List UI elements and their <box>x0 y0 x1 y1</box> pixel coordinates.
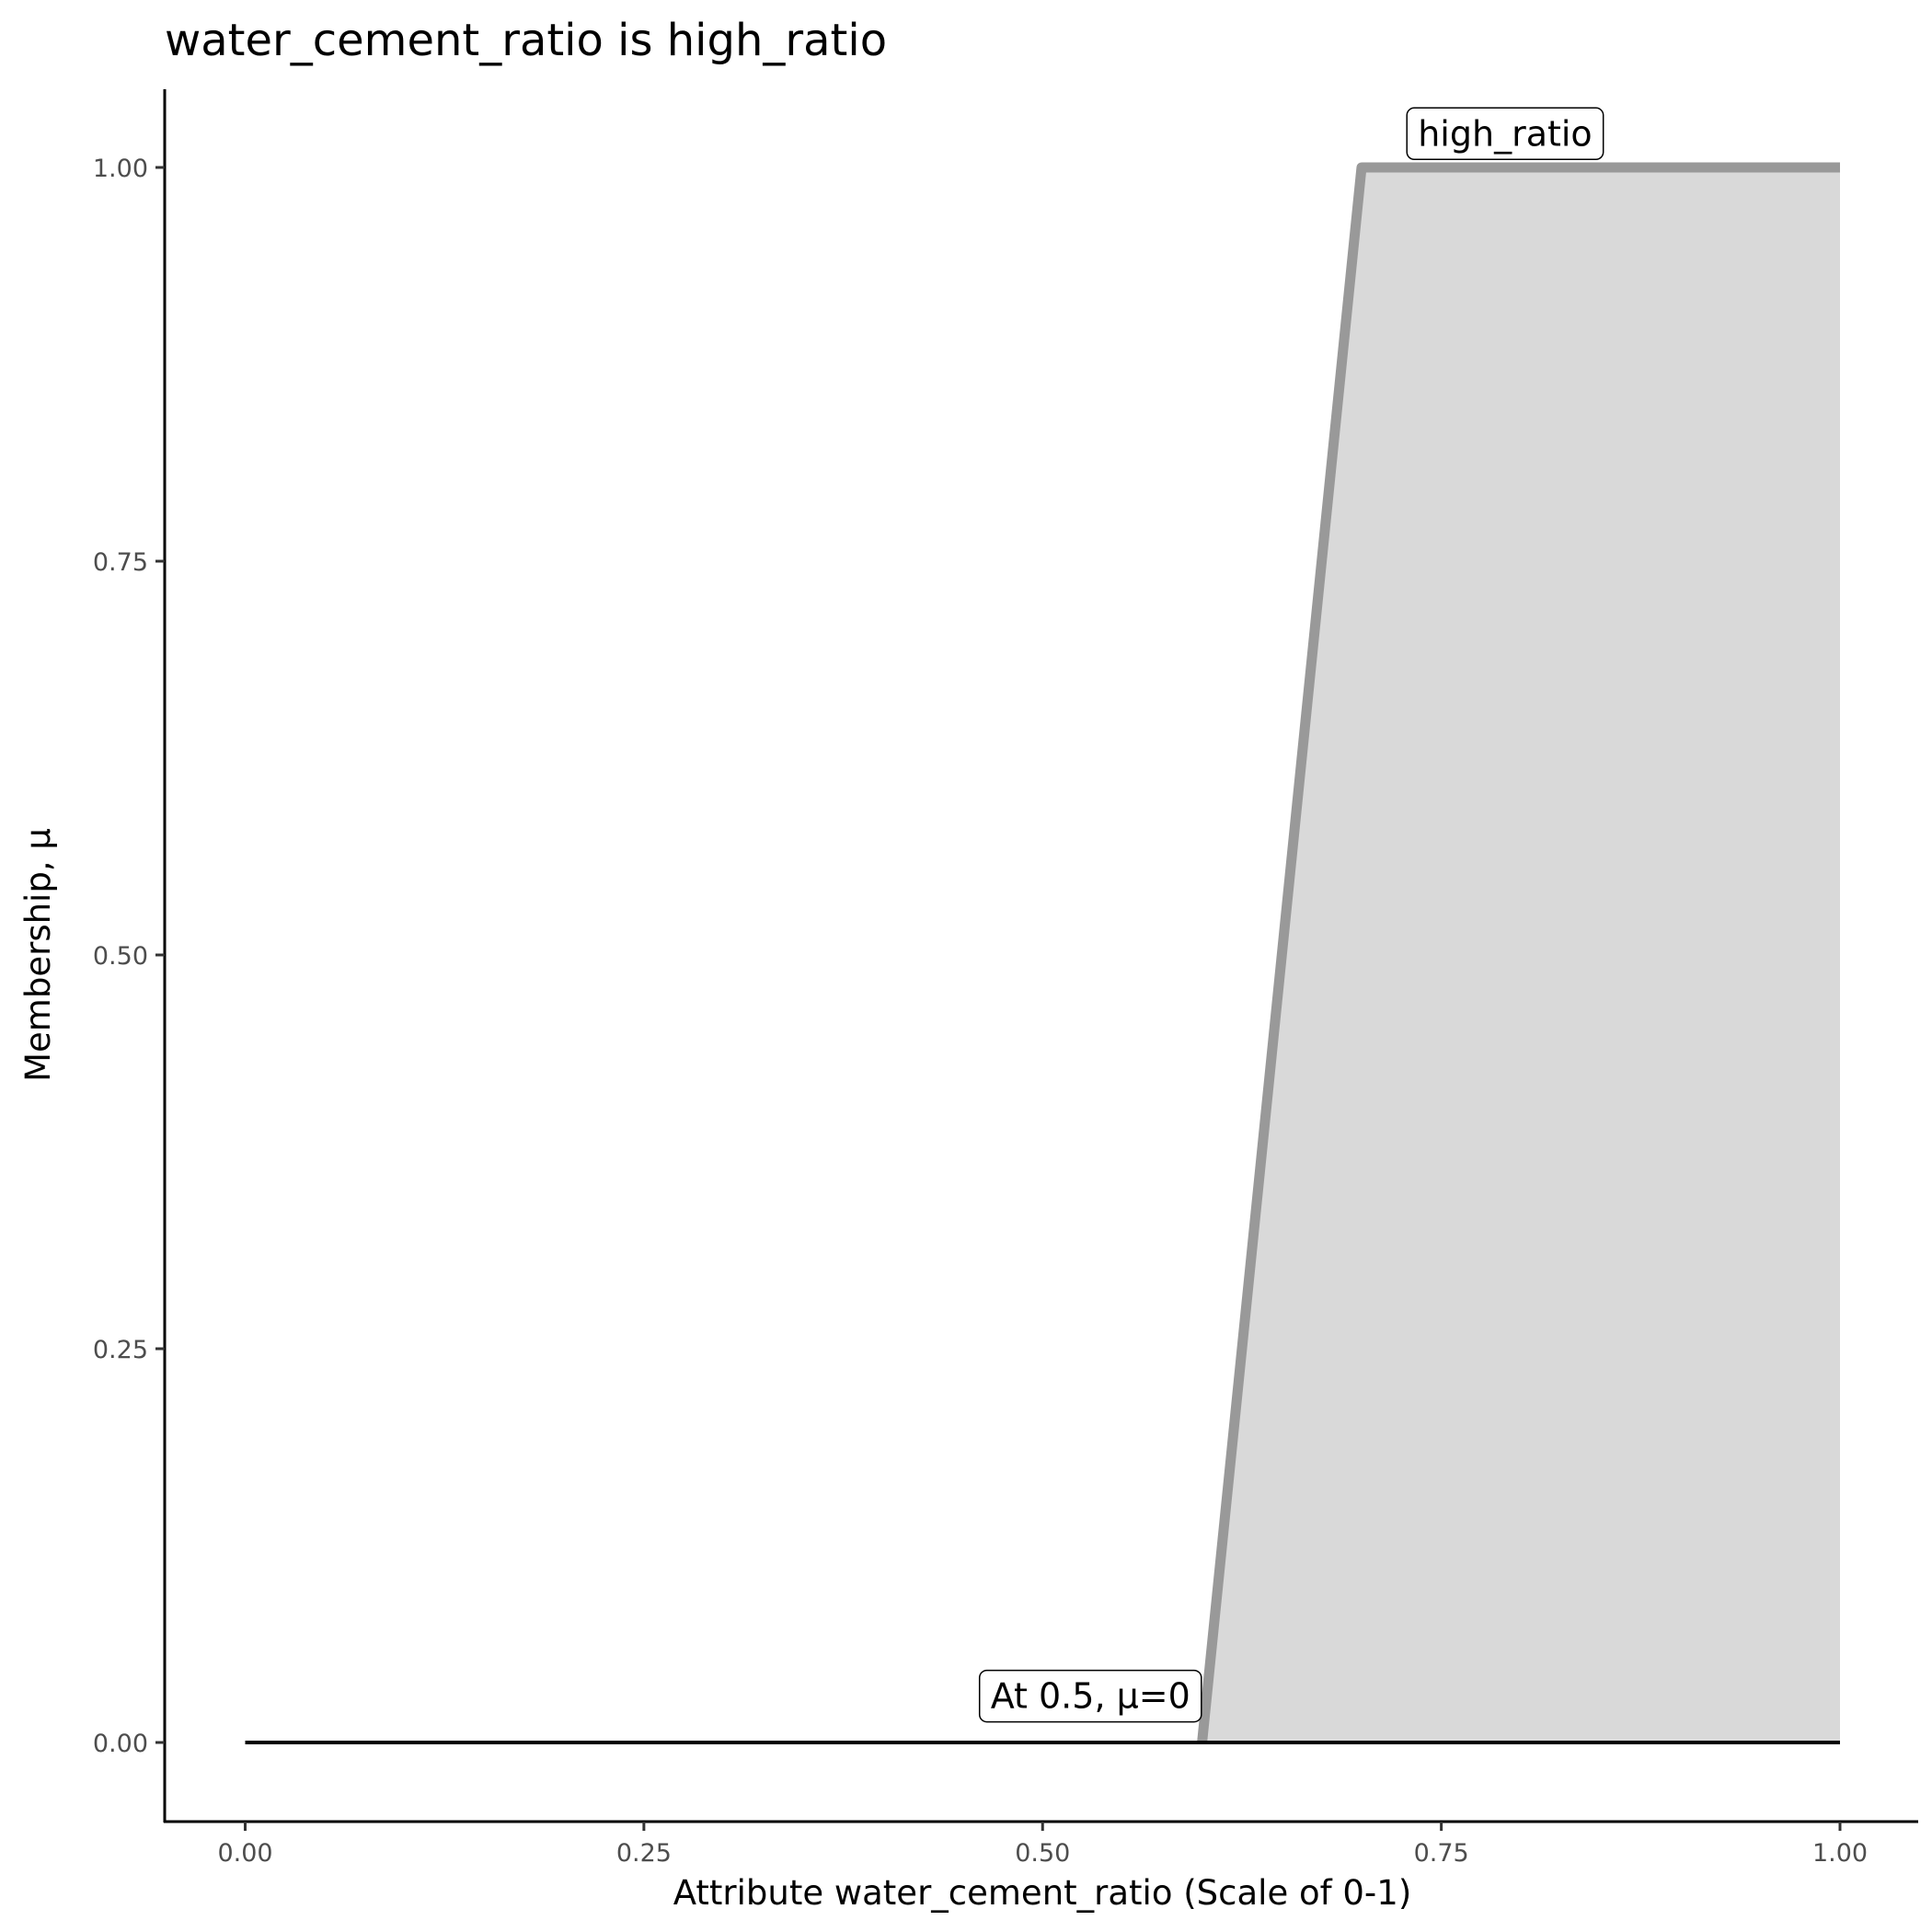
annotation-box <box>978 1669 1202 1723</box>
series-area-high_ratio <box>1202 167 1840 1742</box>
y-tick-label: 0.50 <box>93 942 148 971</box>
annotation-text: At 0.5, μ=0 <box>991 1676 1190 1717</box>
x-tick-label: 1.00 <box>1812 1839 1868 1868</box>
y-tick-label: 0.00 <box>93 1730 148 1758</box>
annotation-label: At 0.5, μ=0 <box>978 1669 1202 1723</box>
annotation-label: high_ratio <box>1406 107 1604 161</box>
y-axis-label: Membership, μ <box>18 828 58 1082</box>
annotation-text: high_ratio <box>1418 113 1592 154</box>
plot-area <box>245 162 1840 1744</box>
x-tick-label: 0.25 <box>616 1839 672 1868</box>
y-tick-label: 1.00 <box>93 155 148 183</box>
x-axis-label: Attribute water_cement_ratio (Scale of 0… <box>673 1873 1412 1913</box>
y-axis-ticks: 0.00 0.25 0.50 0.75 1.00 <box>93 155 165 1758</box>
series-line-high_ratio <box>1197 162 1840 1743</box>
annotations: high_ratio At 0.5, μ=0 <box>978 107 1604 1723</box>
x-tick-label: 0.00 <box>217 1839 272 1868</box>
annotation-box <box>1406 107 1604 161</box>
y-tick-label: 0.75 <box>93 548 148 577</box>
x-axis-ticks: 0.00 0.25 0.50 0.75 1.00 <box>217 1822 1868 1868</box>
chart-title: water_cement_ratio is high_ratio <box>165 15 887 66</box>
x-tick-label: 0.50 <box>1015 1839 1070 1868</box>
x-tick-label: 0.75 <box>1414 1839 1469 1868</box>
y-tick-label: 0.25 <box>93 1336 148 1364</box>
